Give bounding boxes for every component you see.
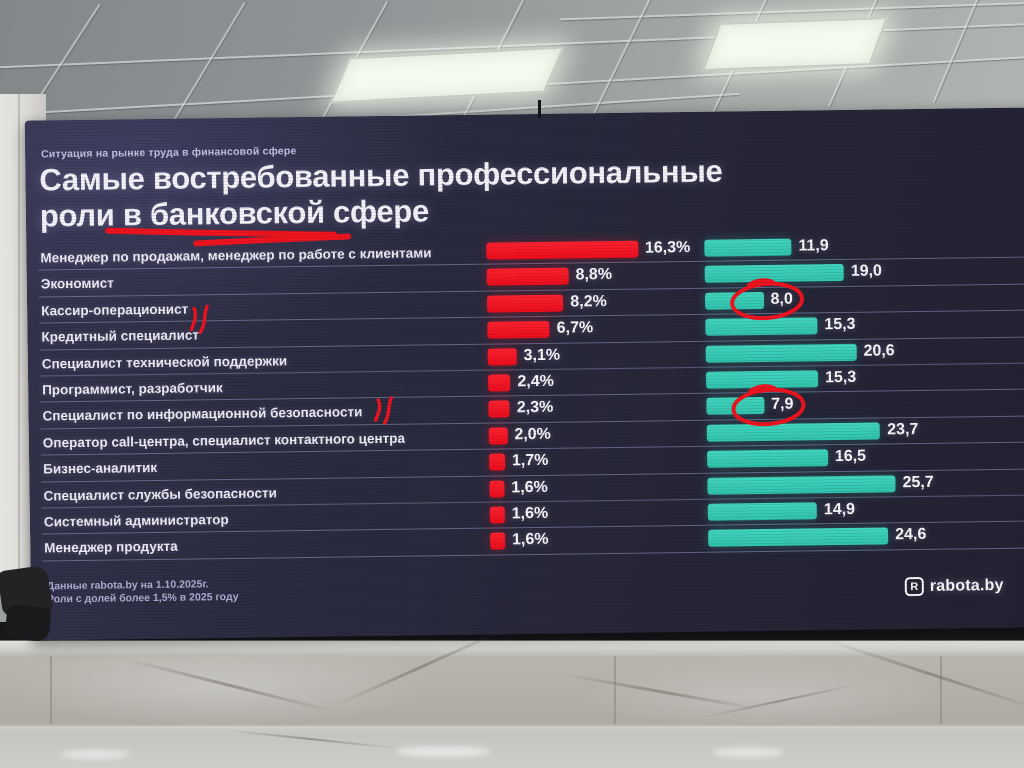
rabota-by-logo: R rabota.by [904,576,1004,597]
ceiling-grid-line [560,1,1024,21]
baseboard-strip [0,640,1024,656]
bar-red-value: 1,7% [511,451,549,470]
slide-eyebrow: Ситуация на рынке труда в финансовой сфе… [41,145,297,161]
row-label: Специалист службы безопасности [43,484,277,503]
bar-teal-value: 25,7 [902,473,934,491]
ceiling-grid-line [166,2,246,132]
bar-teal-value: 14,9 [823,500,856,519]
underlined-word: банковской [105,195,352,247]
bar-teal [705,343,857,363]
floor-sheen [0,726,1024,736]
floor-reflection [60,750,130,759]
marble-panel-seam [614,656,616,724]
bar-red [487,347,517,366]
row-label: Оператор call-центра, специалист контакт… [42,430,406,451]
ceiling-light-panel [329,46,565,104]
screen-antenna [538,100,541,118]
bar-red-value: 8,2% [570,292,607,311]
bar-red-value: 8,8% [575,266,613,284]
row-label: Программист, разработчик [42,380,223,398]
bar-red [486,267,569,287]
ceiling-light-panel [702,17,888,71]
ceiling-grid-line [932,0,980,103]
marble-wall [0,629,1024,724]
row-label: Системный администратор [43,511,229,530]
bar-red-value: 2,0% [514,425,551,444]
floor-reflection [712,748,784,757]
bar-red-value: 1,6% [511,478,548,496]
bar-red [489,479,505,498]
annotation-circle-icon [730,278,804,321]
marble-floor [0,724,1024,768]
bar-teal-value: 24,6 [895,526,927,544]
bar-teal [707,474,896,495]
row-label: Специалист по информационной безопасност… [42,404,363,424]
row-label: Кассир-операционист [41,301,189,319]
title-underline-mark-icon [105,227,352,247]
row-label: Кредитный специалист [41,327,200,345]
wall-seam [18,94,20,572]
led-screen: Ситуация на рынке труда в финансовой сфе… [24,107,1024,641]
logo-r-icon: R [904,576,924,597]
bar-red-value: 1,6% [511,504,549,523]
slide-title: Самые востребованные профессиональные ро… [39,154,723,247]
row-label: Бизнес-аналитик [43,460,158,477]
bar-teal-value: 16,5 [834,447,867,466]
row-label: Экономист [40,275,114,292]
bar-red [489,453,506,471]
bar-red-value: 2,3% [516,399,554,417]
row-label: Менеджер по продажам, менеджер по работе… [40,245,432,266]
annotation-squiggle-icon [189,304,209,335]
bar-red-value: 16,3% [644,238,691,257]
bar-teal [707,449,828,468]
bar-red-value: 6,7% [556,319,594,337]
bar-red [488,400,510,418]
bar-teal-value: 19,0 [850,262,883,281]
row-label: Специалист технической поддержки [41,352,288,372]
bar-red-value: 3,1% [523,346,561,364]
bar-teal-value: 15,3 [824,368,857,387]
annotation-circle-icon [731,384,806,427]
marble-panel-seam [50,656,52,724]
chart-rows: Менеджер по продажам, менеджер по работе… [38,231,1024,562]
marble-vein [122,657,338,714]
marble-vein [561,672,759,711]
bar-teal-value: 23,7 [887,420,919,439]
bar-red [490,532,506,550]
floor-reflection [396,746,491,757]
bar-red [488,374,511,392]
bar-red [489,506,505,524]
bar-red [487,320,550,339]
cable [4,603,52,643]
bar-teal-value: 20,6 [863,341,895,360]
bar-teal [707,502,817,521]
bar-teal [708,527,889,548]
bar-red [486,294,564,313]
logo-text: rabota.by [929,576,1004,595]
bar-teal [704,238,792,257]
bar-red [486,240,639,260]
bar-red-value: 1,6% [511,531,549,549]
slide-title-line2: роли в банковской сфере [40,190,723,247]
bar-red-value: 2,4% [517,372,554,391]
bar-red [488,427,508,445]
bar-teal-value: 11,9 [798,237,829,255]
marble-panel-seam [940,656,942,724]
cable-bundle [0,560,54,652]
footnote-line2: Роли с долей более 1,5% в 2025 году [46,590,239,606]
bar-teal-value: 15,3 [824,315,856,334]
slide-footnote: Данные rabota.by на 1.10.2025г. Роли с д… [47,578,239,607]
row-label: Менеджер продукта [44,539,178,556]
annotation-squiggle-icon [373,396,394,425]
